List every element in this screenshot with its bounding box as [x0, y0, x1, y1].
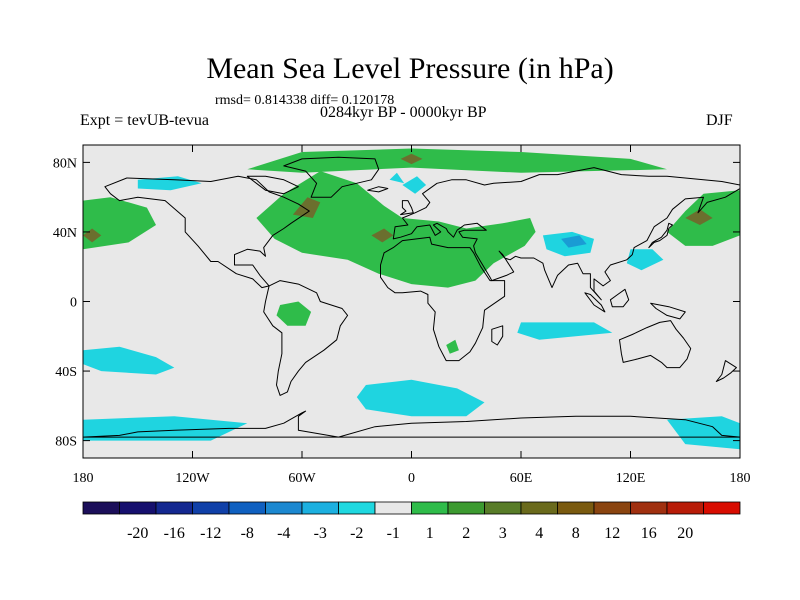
- season-label: DJF: [706, 112, 733, 129]
- colorbar-swatch: [666, 501, 704, 515]
- anomaly-pacific-strong-positive: [685, 209, 713, 225]
- colorbar-swatch: [703, 501, 741, 515]
- colorbar-label: 16: [641, 525, 657, 542]
- anomaly-southern-africa-positive: [446, 339, 459, 354]
- lat-tick-label: 40S: [55, 365, 77, 380]
- colorbar-label: 1: [426, 525, 434, 542]
- lon-tick-label: 0: [408, 471, 415, 486]
- colorbar-swatch: [484, 501, 522, 515]
- lat-tick-label: 80S: [55, 435, 77, 450]
- coastline-japan: [648, 222, 673, 249]
- anomaly-mediterranean-strong-positive: [371, 228, 394, 243]
- colorbar-swatch: [630, 501, 668, 515]
- anomaly-scandinavia-negative: [402, 176, 427, 194]
- coastline-south-america: [263, 280, 349, 396]
- figure-title: Mean Sea Level Pressure (in hPa): [206, 52, 614, 85]
- colorbar-swatch: [447, 501, 485, 515]
- coastline-new-guinea: [650, 302, 686, 320]
- lon-tick-label: 180: [730, 471, 751, 486]
- anomaly-north-atlantic-eurasia-positive: [256, 171, 536, 288]
- coastline-madagascar: [491, 325, 504, 346]
- lat-tick-label: 0: [70, 296, 77, 311]
- anomaly-arctic-strong-positive: [400, 153, 423, 165]
- anomaly-north-pacific-west-positive: [83, 197, 156, 250]
- anomaly-tibet-strong-negative: [561, 235, 587, 248]
- colorbar-label: 20: [677, 525, 693, 542]
- coastline-greenland: [283, 156, 380, 198]
- colorbar-label: -12: [200, 525, 221, 542]
- colorbar-swatch: [374, 501, 412, 515]
- colorbar-swatch: [557, 501, 595, 515]
- anomaly-siberia-negative: [389, 172, 405, 184]
- colorbar-label: -1: [387, 525, 400, 542]
- experiment-label: Expt = tevUB-tevua: [80, 112, 209, 129]
- anomaly-indian-ocean-negative: [517, 322, 613, 340]
- anomaly-greenland-sea-negative: [137, 176, 202, 191]
- colorbar-swatch: [228, 501, 266, 515]
- lon-tick-label: 60E: [510, 471, 533, 486]
- coastline-british-isles: [400, 200, 414, 216]
- colorbar-label: -8: [241, 525, 254, 542]
- anomaly-labrador-strong-positive: [292, 197, 321, 218]
- lon-tick-label: 120E: [616, 471, 646, 486]
- colorbar-label: -2: [350, 525, 363, 542]
- lon-tick-label: 180: [73, 471, 94, 486]
- colorbar-swatch: [520, 501, 558, 515]
- coastline-australia: [619, 320, 692, 369]
- colorbar-swatch: [593, 501, 631, 515]
- coastline-baffin-island: [246, 175, 299, 195]
- coastline-north-america: [104, 175, 310, 289]
- anomaly-south-pacific-negative: [83, 346, 175, 375]
- colorbar-swatch: [119, 501, 157, 515]
- lon-tick-label: 60W: [288, 471, 316, 486]
- colorbar-swatch: [411, 501, 449, 515]
- period-label: 0284kyr BP - 0000kyr BP: [320, 104, 487, 121]
- anomaly-south-america-positive: [276, 301, 312, 326]
- coastline-sumatra: [584, 292, 606, 313]
- colorbar-swatch: [82, 501, 120, 515]
- coastline-africa: [380, 236, 506, 362]
- colorbar-label: -16: [164, 525, 185, 542]
- coastline-eurasia: [392, 167, 740, 301]
- colorbar-label: 4: [535, 525, 543, 542]
- colorbar-swatch: [338, 501, 376, 515]
- coastline-new-zealand: [715, 360, 737, 382]
- colorbar-label: -4: [277, 525, 290, 542]
- colorbar-swatch: [155, 501, 193, 515]
- anomaly-arctic-positive: [247, 148, 668, 173]
- anomaly-east-china-sea-negative: [626, 249, 664, 271]
- anomaly-southern-ocean-atlantic-negative: [356, 379, 485, 417]
- lat-tick-label: 80N: [53, 156, 77, 171]
- lat-tick-label: 40N: [53, 226, 77, 241]
- colorbar-label: 12: [604, 525, 620, 542]
- anomaly-ross-sea-negative: [667, 416, 740, 450]
- colorbar-label: -3: [314, 525, 327, 542]
- colorbar-label: 3: [499, 525, 507, 542]
- colorbar-label: -20: [127, 525, 148, 542]
- coastline-borneo: [609, 288, 630, 308]
- colorbar-swatch: [192, 501, 230, 515]
- coastline-iceland: [367, 186, 389, 193]
- colorbar-swatch: [301, 501, 339, 515]
- coastline-antarctica: [83, 410, 740, 438]
- colorbar-swatch: [265, 501, 303, 515]
- colorbar-label: 8: [572, 525, 580, 542]
- rmsd-diff-stats: rmsd= 0.814338 diff= 0.120178: [215, 93, 395, 108]
- lon-tick-label: 120W: [175, 471, 210, 486]
- colorbar-label: 2: [462, 525, 470, 542]
